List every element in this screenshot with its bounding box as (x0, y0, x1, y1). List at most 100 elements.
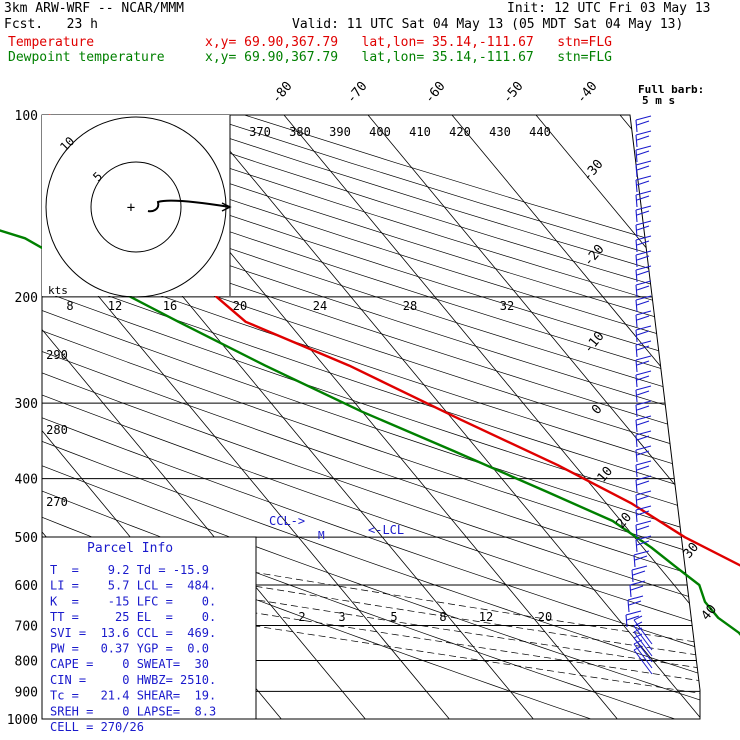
forecast-hour: Fcst. 23 h (4, 17, 98, 32)
wind-barb (635, 490, 652, 508)
parcel-info-row: TT = 25 EL = 0. (50, 610, 216, 624)
mixing-ratio-label: 5 (390, 610, 397, 624)
dewpoint-curve (0, 229, 740, 636)
model-title: 3km ARW-WRF -- NCAR/MMM (4, 1, 185, 16)
wind-barb (635, 520, 652, 538)
wind-barb (635, 220, 652, 238)
hodograph-ring (90, 161, 182, 253)
moist-adiabat (42, 221, 700, 719)
mixing-ratio-label: 32 (500, 299, 514, 313)
isotherm-line (535, 115, 700, 719)
hodograph-trace (147, 199, 231, 213)
wind-barb (629, 580, 646, 598)
parcel-info-row: LI = 5.7 LCL = 484. (50, 579, 216, 593)
pressure-tick-label: 900 (15, 685, 38, 700)
parcel-info-row: K = -15 LFC = 0. (50, 594, 216, 608)
theta-label: 430 (489, 125, 511, 139)
mixing-ratio-label: 12 (479, 610, 493, 624)
isotherm-line (199, 115, 700, 719)
mixing-ratio-label: 20 (233, 299, 247, 313)
pressure-tick-label: 500 (15, 531, 38, 546)
mixing-ratio-label: 2 (298, 610, 305, 624)
wind-barb (635, 445, 652, 463)
parcel-panel-box (41, 536, 257, 720)
wind-barb (635, 175, 652, 193)
wind-barb (635, 145, 652, 163)
theta-label: 390 (329, 125, 351, 139)
mixing-ratio-label: 28 (403, 299, 417, 313)
pressure-tick-label: 800 (15, 654, 38, 669)
wind-barb (635, 265, 652, 283)
wind-barb (635, 310, 652, 328)
dry-adiabat (42, 115, 700, 719)
pressure-tick-label: 700 (15, 619, 38, 634)
parcel-info-row: T = 9.2 Td = -15.9 (50, 563, 209, 577)
dry-adiabat (42, 115, 700, 719)
hodograph-unit: kts (48, 284, 68, 297)
theta-side-label: 280 (46, 423, 68, 437)
isotherm-label: -60 (422, 79, 449, 107)
parcel-info-row: SREH = 0 LAPSE= 8.3 (50, 704, 216, 718)
wind-barb (635, 385, 652, 403)
wind-barb (635, 205, 652, 223)
hodograph-origin: + (127, 200, 135, 216)
wind-barb (635, 235, 652, 253)
moist-adiabat (42, 221, 700, 719)
dry-adiabat (42, 115, 700, 719)
theta-label: 420 (449, 125, 471, 139)
isotherm-label: -50 (500, 79, 527, 107)
theta-label: 440 (529, 125, 551, 139)
theta-label: 380 (289, 125, 311, 139)
isotherm-line (451, 115, 700, 719)
wind-barb (635, 535, 652, 553)
moist-adiabat (42, 221, 700, 719)
wind-barbs (625, 115, 653, 675)
dry-adiabat (42, 115, 700, 719)
theta-label: 400 (369, 125, 391, 139)
parcel-marker: M (318, 529, 325, 542)
mixing-ratio-line (717, 585, 740, 719)
dry-adiabat (42, 115, 700, 719)
wind-barb (635, 115, 652, 133)
isotherm-label: -80 (269, 79, 296, 107)
parcel-info-row: CIN = 0 HWBZ= 2510. (50, 673, 216, 687)
isotherm-line (42, 115, 450, 719)
pressure-tick-label: 200 (15, 291, 38, 306)
dry-adiabat (42, 115, 700, 719)
dry-adiabat (42, 115, 700, 719)
wind-barb (635, 430, 652, 448)
mixing-ratio-label: 12 (108, 299, 122, 313)
hodograph-background (42, 115, 230, 296)
pressure-tick-label: 400 (15, 473, 38, 488)
isotherm-label: -70 (344, 79, 371, 107)
theta-label: 410 (409, 125, 431, 139)
isotherm-line (42, 115, 366, 719)
wind-barb (635, 280, 652, 298)
wind-barb (635, 160, 652, 178)
dewpoint-station-info: x,y= 69.90,367.79 lat,lon= 35.14,-111.67… (205, 50, 612, 65)
isotherm-label: -20 (581, 242, 608, 270)
mixing-ratio-label: 24 (313, 299, 327, 313)
mixing-ratio-label: 20 (538, 610, 552, 624)
mixing-ratio-label: 8 (66, 299, 73, 313)
wind-barb (635, 250, 652, 268)
wind-barb (635, 460, 652, 478)
mixing-ratio-label: 16 (163, 299, 177, 313)
parcel-panel-title: Parcel Info (87, 541, 173, 556)
dry-adiabat (42, 115, 700, 719)
dry-adiabat (42, 115, 700, 719)
dewpoint-legend: Dewpoint temperature (8, 50, 165, 65)
wind-barb (635, 295, 652, 313)
axis-labels: 100 200 300 400 500 600 700 800 900 1000 -80 -70 -60… (7, 79, 720, 728)
mixing-ratio-label: 8 (439, 610, 446, 624)
dry-adiabat (42, 115, 700, 719)
valid-time: Valid: 11 UTC Sat 04 May 13 (05 MDT Sat … (292, 17, 684, 32)
init-time: Init: 12 UTC Fri 03 May 13 (507, 1, 711, 16)
isotherm-label: -10 (581, 329, 608, 357)
hodograph-arrow (221, 202, 232, 212)
wind-barb (627, 595, 644, 613)
temperature-legend: Temperature (8, 35, 95, 50)
wind-legend-unit: 5 m s (642, 94, 675, 107)
